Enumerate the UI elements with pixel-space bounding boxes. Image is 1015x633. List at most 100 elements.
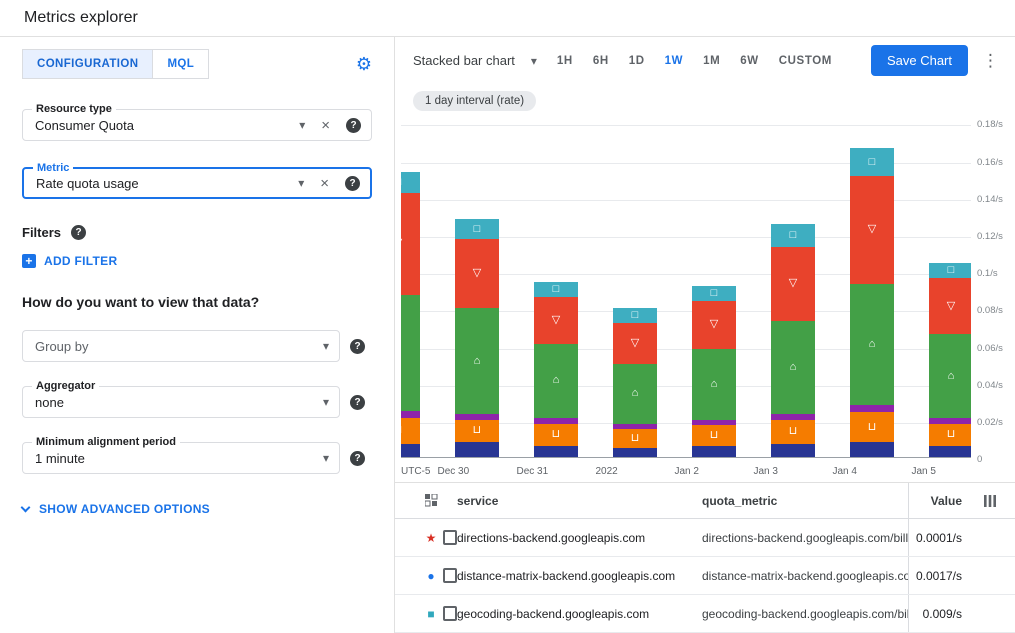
bar-jan-2[interactable]: ⊔ ⌂ ▽ □ [691, 285, 736, 457]
column-header-service[interactable]: service [457, 493, 499, 508]
segment-teal[interactable]: □ [928, 263, 971, 279]
column-grid-icon[interactable] [425, 494, 438, 507]
segment-orange[interactable]: ⊔ [401, 417, 420, 444]
bar-dec-31[interactable]: ⊔ ⌂ ▽ □ [533, 282, 578, 457]
segment-orange[interactable]: ⊔ [612, 429, 657, 448]
show-advanced-options[interactable]: SHOW ADVANCED OPTIONS [20, 502, 372, 516]
segment-dark-blue[interactable] [454, 442, 499, 457]
help-icon[interactable]: ? [346, 117, 361, 133]
segment-purple[interactable] [928, 417, 971, 424]
segment-dark-blue[interactable] [928, 445, 971, 457]
help-icon[interactable]: ? [350, 394, 365, 410]
segment-green[interactable]: ⌂ [770, 321, 815, 415]
table-row[interactable]: ■ geocoding-backend.googleapis.com geocodi… [395, 595, 1015, 633]
dropdown-arrow-icon[interactable]: ▾ [322, 339, 329, 353]
bar-dec-30[interactable]: ⊔ ⌂ ▽ □ [454, 218, 499, 457]
column-header-quota-metric[interactable]: quota_metric [702, 493, 778, 508]
segment-teal[interactable]: □ [533, 282, 578, 297]
segment-purple[interactable] [533, 417, 578, 424]
bar-jan-3[interactable]: ⊔ ⌂ ▽ □ [770, 224, 815, 457]
segment-purple[interactable] [454, 414, 499, 420]
segment-dark-blue[interactable] [533, 445, 578, 457]
settings-gear-icon[interactable]: ⚙ [355, 54, 372, 74]
help-icon[interactable]: ? [350, 338, 365, 354]
segment-orange[interactable]: ⊔ [533, 423, 578, 446]
tab-mql[interactable]: MQL [153, 49, 210, 79]
segment-teal[interactable]: □ [849, 148, 894, 177]
time-range-1w[interactable]: 1W [655, 47, 693, 75]
help-icon[interactable]: ? [71, 225, 87, 240]
segment-orange[interactable]: ⊔ [454, 419, 499, 443]
clear-icon[interactable]: × [320, 174, 329, 192]
segment-red[interactable]: ▽ [849, 176, 894, 284]
time-range-1h[interactable]: 1H [547, 47, 583, 75]
segment-red[interactable]: ▽ [928, 278, 971, 335]
more-options-icon[interactable]: ⋮ [982, 50, 999, 70]
dropdown-arrow-icon[interactable]: ▾ [322, 395, 329, 409]
segment-green[interactable]: ⌂ [454, 308, 499, 415]
table-row[interactable]: ★ directions-backend.googleapis.com direct… [395, 519, 1015, 557]
time-range-1d[interactable]: 1D [619, 47, 655, 75]
segment-orange[interactable]: ⊔ [928, 423, 971, 446]
segment-green[interactable]: ⌂ [691, 349, 736, 420]
segment-orange[interactable]: ⊔ [849, 412, 894, 443]
help-icon[interactable]: ? [350, 450, 365, 466]
help-icon[interactable]: ? [345, 175, 360, 191]
row-checkbox[interactable] [442, 606, 457, 621]
segment-teal[interactable]: □ [612, 308, 657, 324]
time-range-1m[interactable]: 1M [693, 47, 730, 75]
segment-orange[interactable]: ⊔ [691, 425, 736, 446]
segment-purple[interactable] [691, 419, 736, 426]
segment-teal[interactable]: □ [691, 285, 736, 301]
save-chart-button[interactable]: Save Chart [870, 45, 968, 77]
clear-icon[interactable]: × [321, 116, 330, 134]
table-row[interactable]: ● distance-matrix-backend.googleapis.com d… [395, 557, 1015, 595]
dropdown-arrow-icon[interactable]: ▾ [299, 118, 306, 132]
segment-teal[interactable]: □ [454, 218, 499, 240]
resource-type-field[interactable]: Resource type Consumer Quota ▾ × ? [22, 103, 372, 141]
bar-jan-1[interactable]: ⊔ ⌂ ▽ □ [612, 308, 657, 457]
column-header-value[interactable]: Value [908, 483, 970, 518]
chart-type-selector[interactable]: Stacked bar chart ▾ [413, 53, 537, 68]
min-alignment-field[interactable]: Minimum alignment period 1 minute ▾ [22, 436, 340, 474]
segment-purple[interactable] [770, 414, 815, 420]
segment-red[interactable]: ▽ [612, 323, 657, 364]
columns-icon[interactable] [984, 494, 996, 507]
segment-dark-blue[interactable] [612, 447, 657, 457]
bar-dec-29[interactable]: ⊔ ⌂▽□ [401, 172, 420, 457]
group-by-field[interactable]: Group by ▾ [22, 330, 340, 362]
segment-red[interactable]: ▽ [770, 246, 815, 322]
segment-dark-blue[interactable] [401, 443, 420, 457]
segment-purple[interactable] [849, 404, 894, 413]
segment-purple[interactable] [612, 423, 657, 430]
segment-teal[interactable]: □ [401, 172, 420, 193]
segment-dark-blue[interactable] [691, 445, 736, 457]
row-checkbox[interactable] [442, 568, 457, 583]
segment-orange[interactable]: ⊔ [770, 419, 815, 444]
segment-green[interactable]: ⌂ [849, 283, 894, 405]
segment-green[interactable]: ⌂ [401, 295, 420, 411]
bar-jan-5[interactable]: ⊔ ⌂ ▽ □ [928, 263, 971, 457]
time-range-custom[interactable]: CUSTOM [769, 47, 842, 75]
dropdown-arrow-icon[interactable]: ▾ [322, 451, 329, 465]
segment-purple[interactable] [401, 410, 420, 418]
time-range-6w[interactable]: 6W [730, 47, 768, 75]
row-checkbox[interactable] [442, 530, 457, 545]
time-range-6h[interactable]: 6H [583, 47, 619, 75]
segment-red[interactable]: ▽ [401, 192, 420, 296]
segment-red[interactable]: ▽ [533, 296, 578, 344]
metric-field[interactable]: Metric Rate quota usage ▾ × ? [22, 162, 372, 199]
tab-configuration[interactable]: CONFIGURATION [22, 49, 154, 79]
segment-dark-blue[interactable] [849, 442, 894, 457]
add-filter-button[interactable]: + ADD FILTER [22, 254, 372, 268]
bar-jan-4[interactable]: ⊔ ⌂ ▽ □ [849, 148, 894, 457]
segment-dark-blue[interactable] [770, 443, 815, 457]
segment-green[interactable]: ⌂ [533, 343, 578, 418]
segment-red[interactable]: ▽ [454, 239, 499, 309]
aggregator-field[interactable]: Aggregator none ▾ [22, 380, 340, 418]
segment-green[interactable]: ⌂ [612, 363, 657, 424]
segment-teal[interactable]: □ [770, 224, 815, 247]
segment-green[interactable]: ⌂ [928, 334, 971, 418]
dropdown-arrow-icon[interactable]: ▾ [298, 176, 305, 190]
segment-red[interactable]: ▽ [691, 300, 736, 350]
